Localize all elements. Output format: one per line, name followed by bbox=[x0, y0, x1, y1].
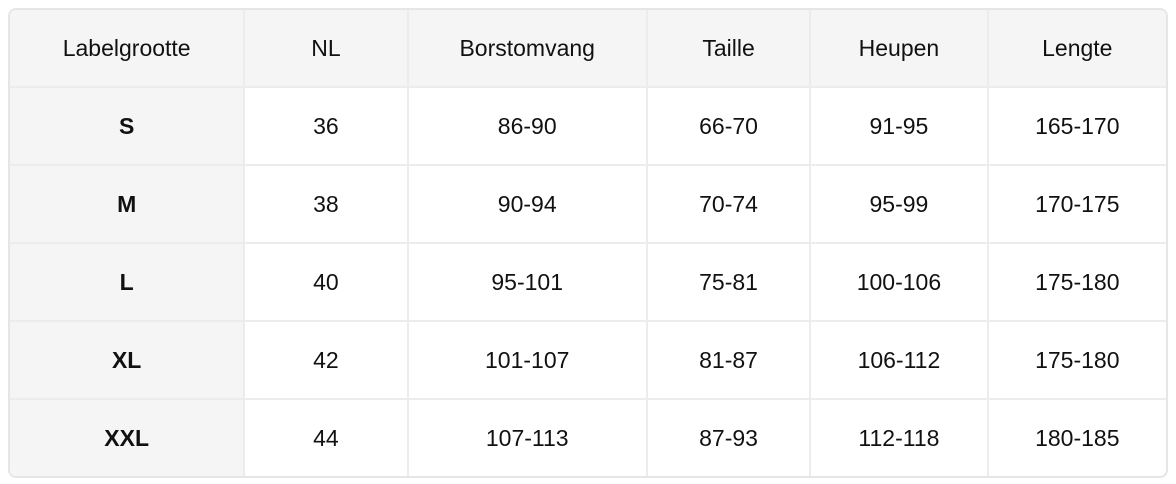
table-cell: 87-93 bbox=[648, 400, 812, 476]
size-label-cell: M bbox=[10, 166, 246, 244]
size-chart-table: Labelgrootte NL Borstomvang Taille Heupen Len… bbox=[8, 8, 1168, 478]
table-cell: 95-101 bbox=[408, 244, 648, 322]
table-cell: 66-70 bbox=[647, 88, 812, 166]
table-cell: 107-113 bbox=[409, 400, 648, 476]
table-row: XXL 44 107-113 87-93 112-118 180-185 bbox=[10, 400, 1166, 476]
table-cell: 90-94 bbox=[408, 166, 648, 244]
table-cell: 180-185 bbox=[1035, 424, 1120, 451]
column-header: Taille bbox=[647, 10, 812, 88]
table-row: S 36 86-90 66-70 91-95 165-170 bbox=[10, 88, 1166, 166]
column-header: Lengte bbox=[988, 10, 1166, 88]
size-label-cell: XXL bbox=[10, 400, 246, 476]
table-cell: 101-107 bbox=[408, 322, 648, 400]
table-cell: 44 bbox=[245, 400, 409, 476]
size-label-cell: S bbox=[10, 88, 246, 166]
table-cell: 175-180 bbox=[988, 244, 1166, 322]
size-label-cell: XL bbox=[10, 322, 246, 400]
table-cell: 70-74 bbox=[647, 166, 812, 244]
table-cell: 95-99 bbox=[811, 166, 989, 244]
table-cell: 38 bbox=[245, 166, 409, 244]
table-cell: 42 bbox=[245, 322, 409, 400]
column-header: Borstomvang bbox=[408, 10, 648, 88]
column-header: Labelgrootte bbox=[10, 10, 246, 88]
table-cell: 75-81 bbox=[647, 244, 812, 322]
table-cell: 106-112 bbox=[811, 322, 989, 400]
table-cell: 91-95 bbox=[811, 88, 989, 166]
size-label-cell: L bbox=[10, 244, 246, 322]
table-cell: 165-170 bbox=[988, 88, 1166, 166]
table-cell: 112-118 bbox=[811, 400, 989, 476]
column-header: Heupen bbox=[811, 10, 989, 88]
table-cell: 40 bbox=[245, 244, 409, 322]
table-cell: 170-175 bbox=[988, 166, 1166, 244]
table-row: XL 42 101-107 81-87 106-112 175-180 bbox=[10, 322, 1166, 400]
table-cell: 86-90 bbox=[408, 88, 648, 166]
column-header: NL bbox=[245, 10, 409, 88]
table-cell: 175-180 bbox=[988, 322, 1166, 400]
header-row: Labelgrootte NL Borstomvang Taille Heupen Len… bbox=[10, 10, 1166, 88]
table-cell: 81-87 bbox=[647, 322, 812, 400]
table-cell: 36 bbox=[245, 88, 409, 166]
table-row: M 38 90-94 70-74 95-99 170-175 bbox=[10, 166, 1166, 244]
table-row: L 40 95-101 75-81 100-106 175-180 bbox=[10, 244, 1166, 322]
table-cell: 100-106 bbox=[811, 244, 989, 322]
